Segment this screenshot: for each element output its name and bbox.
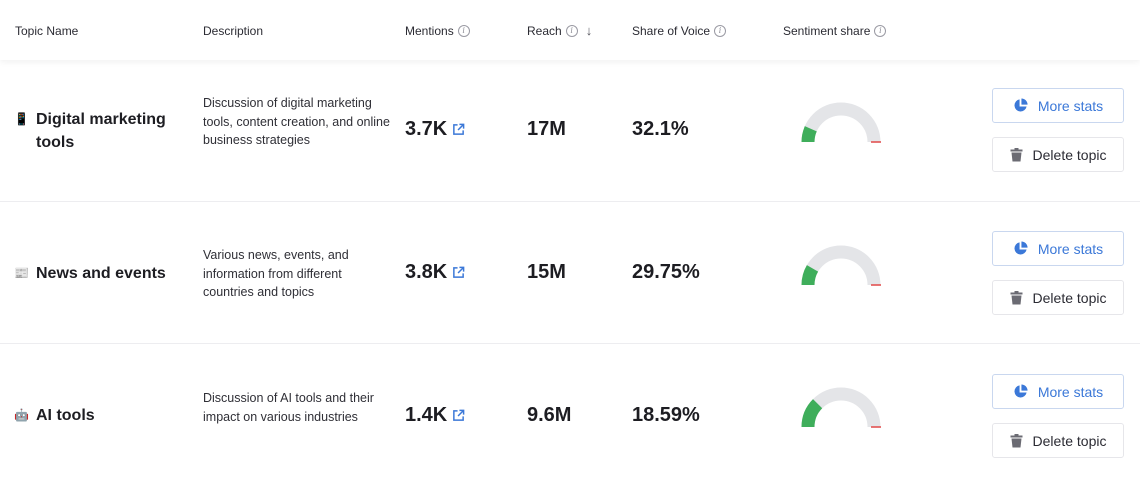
topic-cell: 📱 Digital marketing tools (14, 108, 186, 154)
pie-chart-icon (1014, 241, 1028, 255)
trash-icon (1010, 290, 1023, 304)
column-header-share-of-voice[interactable]: Share of Voice i (632, 24, 727, 38)
mentions-count[interactable]: 3.8K (405, 261, 448, 283)
column-header-label: Reach (527, 24, 562, 38)
pie-chart-icon (1014, 384, 1028, 398)
topic-cell: 📰 News and events (14, 262, 206, 285)
more-stats-button[interactable]: More stats (992, 231, 1124, 266)
table-header: Topic Name Description Mentions i Reach … (0, 0, 1140, 60)
delete-topic-label: Delete topic (1032, 432, 1107, 449)
delete-topic-button[interactable]: Delete topic (992, 423, 1124, 458)
more-stats-label: More stats (1037, 240, 1104, 257)
column-header-topic-name[interactable]: Topic Name (15, 24, 78, 38)
info-icon[interactable]: i (565, 25, 578, 37)
share-of-voice-value: 29.75% (632, 261, 700, 283)
topic-description: Various news, events, and information fr… (203, 248, 349, 300)
more-stats-button[interactable]: More stats (992, 374, 1124, 409)
info-icon[interactable]: i (874, 25, 887, 37)
column-header-label: Mentions (405, 24, 454, 38)
external-link-icon[interactable] (452, 123, 465, 136)
sentiment-positive-arc (801, 126, 817, 143)
mentions-value[interactable]: 1.4K (405, 404, 465, 427)
column-header-description[interactable]: Description (203, 24, 263, 38)
mentions-value[interactable]: 3.7K (405, 118, 465, 141)
more-stats-button[interactable]: More stats (992, 88, 1124, 123)
mentions-count[interactable]: 1.4K (405, 404, 448, 426)
reach-value: 9.6M (527, 404, 572, 426)
column-header-label: Topic Name (15, 24, 79, 38)
topic-emoji-icon: 🤖 (14, 408, 29, 422)
table-row: 🤖 AI tools Discussion of AI tools and th… (0, 345, 1140, 480)
topic-name[interactable]: AI tools (36, 407, 95, 424)
mentions-count[interactable]: 3.7K (405, 118, 448, 140)
share-of-voice-value: 18.59% (632, 404, 700, 426)
topic-emoji-icon: 📱 (14, 112, 29, 126)
info-icon[interactable]: i (457, 25, 470, 37)
table-row: 📰 News and events Various news, events, … (0, 202, 1140, 344)
column-header-label: Description (203, 24, 264, 38)
column-header-label: Sentiment share (783, 24, 871, 38)
share-of-voice-value: 32.1% (632, 118, 689, 140)
external-link-icon[interactable] (452, 266, 465, 279)
topic-description: Discussion of AI tools and their impact … (203, 391, 374, 424)
column-header-label: Share of Voice (632, 24, 711, 38)
external-link-icon[interactable] (452, 409, 465, 422)
topic-name[interactable]: Digital marketing tools (36, 111, 166, 151)
trash-icon (1010, 433, 1023, 447)
more-stats-label: More stats (1037, 97, 1104, 114)
reach-value: 15M (527, 261, 566, 283)
trash-icon (1010, 147, 1023, 161)
delete-topic-label: Delete topic (1032, 289, 1107, 306)
column-header-mentions[interactable]: Mentions i (405, 24, 470, 38)
sentiment-gauge[interactable] (800, 385, 882, 429)
column-header-sentiment-share[interactable]: Sentiment share i (783, 24, 887, 38)
reach-value: 17M (527, 118, 566, 140)
column-header-reach[interactable]: Reach i ↓ (527, 24, 592, 38)
info-icon[interactable]: i (714, 25, 727, 37)
topic-name[interactable]: News and events (36, 265, 166, 282)
topic-description: Discussion of digital marketing tools, c… (203, 96, 390, 148)
topic-cell: 🤖 AI tools (14, 404, 186, 427)
mentions-value[interactable]: 3.8K (405, 261, 465, 284)
more-stats-label: More stats (1037, 383, 1104, 400)
delete-topic-button[interactable]: Delete topic (992, 280, 1124, 315)
table-row: 📱 Digital marketing tools Discussion of … (0, 60, 1140, 202)
sentiment-positive-arc (801, 399, 823, 428)
topic-emoji-icon: 📰 (14, 266, 29, 280)
sentiment-gauge[interactable] (800, 243, 882, 287)
sentiment-positive-arc (801, 265, 819, 286)
pie-chart-icon (1014, 98, 1028, 112)
delete-topic-button[interactable]: Delete topic (992, 137, 1124, 172)
sort-down-icon[interactable]: ↓ (585, 23, 593, 38)
delete-topic-label: Delete topic (1032, 146, 1107, 163)
sentiment-gauge[interactable] (800, 100, 882, 144)
